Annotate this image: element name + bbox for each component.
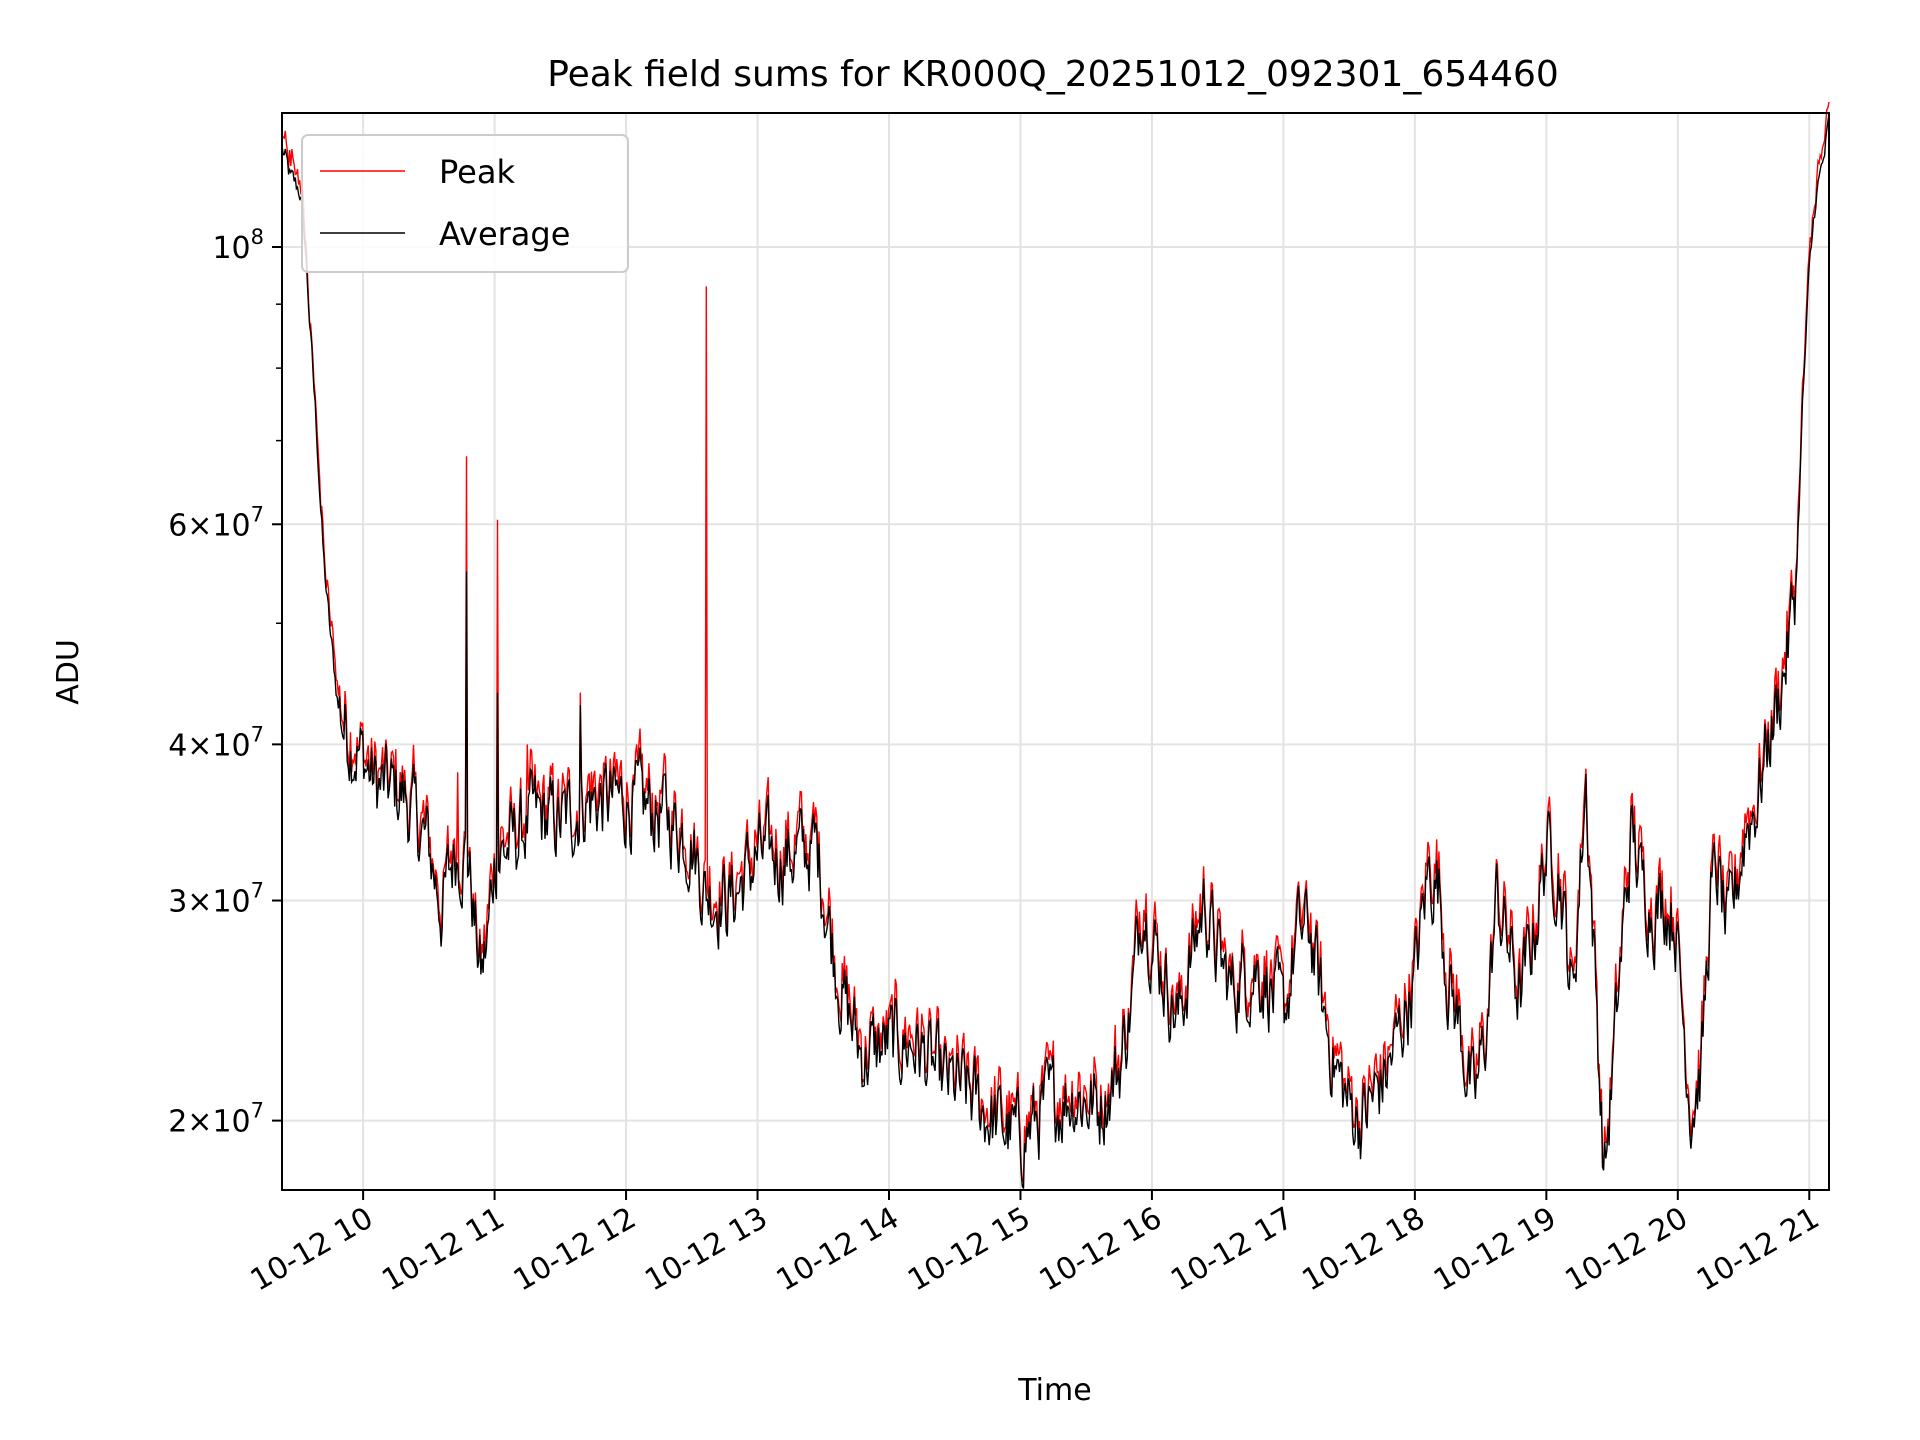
legend: Peak Average: [301, 134, 629, 273]
y-tick-label: 2×107: [168, 1099, 264, 1140]
y-tick-label: 6×107: [168, 502, 264, 543]
y-tick-label: 108: [212, 225, 264, 266]
chart-title: Peak field sums for KR000Q_20251012_0923…: [547, 54, 1559, 95]
legend-box: [301, 134, 629, 273]
legend-label-average: Average: [439, 215, 570, 253]
series-line-average: [281, 113, 1830, 1189]
x-axis-label: Time: [1017, 1373, 1091, 1408]
y-tick-label: 3×107: [168, 879, 264, 920]
y-axis-label: ADU: [51, 639, 86, 705]
y-tick-label: 4×107: [168, 722, 264, 763]
y-axis-ticks: 2×107 3×107 4×107 6×107 108: [168, 225, 282, 1140]
data-lines: [281, 101, 1830, 1189]
plot-frame: [281, 112, 1830, 1191]
legend-label-peak: Peak: [439, 153, 515, 191]
